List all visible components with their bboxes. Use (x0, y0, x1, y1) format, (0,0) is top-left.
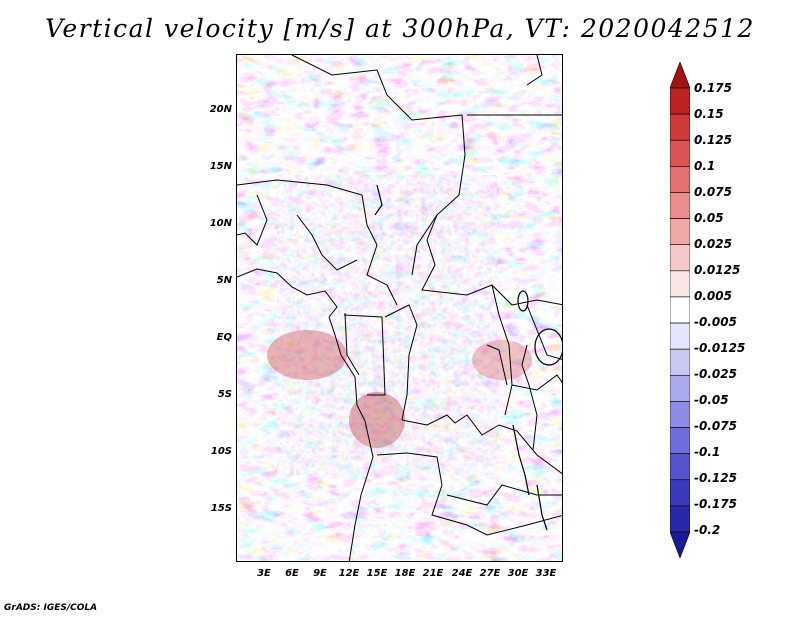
colorbar-segment (670, 374, 690, 402)
colorbar-labels: 0.175 0.15 0.125 0.1 0.075 0.05 0.025 0.… (694, 0, 794, 618)
lon-label: 33E (535, 568, 557, 579)
lon-label: 12E (338, 568, 360, 579)
colorbar-segment (670, 62, 690, 89)
colorbar-segments (670, 62, 690, 558)
lat-label: 10N (209, 218, 232, 229)
vertical-velocity-field (237, 55, 562, 561)
colorbar-label: 0.15 (694, 107, 724, 121)
map-plot-area (236, 54, 563, 562)
colorbar-label: -0.175 (694, 497, 737, 511)
colorbar-segment (670, 270, 690, 298)
colorbar-label: 0.1 (694, 159, 716, 173)
colorbar-label: 0.0125 (694, 263, 741, 277)
lat-label: 10S (210, 446, 232, 457)
colorbar-segment (670, 87, 690, 115)
colorbar-label: -0.005 (694, 315, 737, 329)
colorbar-segment (670, 479, 690, 507)
lat-label: 5N (216, 275, 232, 286)
colorbar-segment (670, 427, 690, 454)
lon-label: 3E (257, 568, 271, 579)
lat-label: EQ (216, 332, 232, 343)
lon-label: 27E (479, 568, 501, 579)
colorbar-segment (670, 322, 690, 350)
ascent-area (349, 392, 405, 448)
colorbar-label: -0.025 (694, 367, 737, 381)
colorbar-label: -0.0125 (694, 341, 746, 355)
colorbar-segment (670, 192, 690, 219)
latitude-axis: 20N 15N 10N 5N EQ 5S 10S 15S (186, 0, 232, 618)
colorbar-label: 0.05 (694, 211, 724, 225)
colorbar-label: 0.175 (694, 81, 732, 95)
lon-label: 24E (451, 568, 473, 579)
colorbar (670, 62, 690, 558)
lake-outlines (374, 184, 562, 531)
colorbar-segment (670, 244, 690, 272)
colorbar-segment (670, 531, 690, 558)
colorbar-segment (670, 166, 690, 193)
colorbar-label: 0.125 (694, 133, 732, 147)
colorbar-segment (670, 139, 690, 167)
convective-shading (277, 175, 497, 475)
lon-label: 18E (394, 568, 416, 579)
colorbar-label: 0.005 (694, 289, 732, 303)
lon-label: 21E (422, 568, 444, 579)
colorbar-label: -0.125 (694, 471, 737, 485)
lon-label: 6E (285, 568, 299, 579)
software-credit: GrADS: IGES/COLA (4, 603, 98, 613)
colorbar-segment (670, 218, 690, 246)
lat-label: 15S (210, 503, 232, 514)
colorbar-segment (670, 453, 690, 481)
colorbar-label: -0.05 (694, 393, 729, 407)
lat-label: 20N (209, 104, 232, 115)
colorbar-segment (670, 505, 690, 533)
colorbar-label: 0.075 (694, 185, 732, 199)
ascent-area (472, 340, 532, 380)
colorbar-label: -0.075 (694, 419, 737, 433)
lat-label: 5S (217, 389, 232, 400)
colorbar-label: -0.2 (694, 523, 721, 537)
chart-title: Vertical velocity [m/s] at 300hPa, VT: 2… (45, 14, 755, 43)
ascent-area (267, 330, 347, 380)
colorbar-segment (670, 348, 690, 376)
lat-label: 15N (209, 161, 232, 172)
lon-label: 30E (507, 568, 529, 579)
colorbar-label: -0.1 (694, 445, 721, 459)
colorbar-segment (670, 113, 690, 141)
lon-label: 9E (313, 568, 327, 579)
country-borders (237, 55, 562, 561)
colorbar-label: 0.025 (694, 237, 732, 251)
colorbar-segment (670, 296, 690, 324)
colorbar-segment (670, 401, 690, 428)
lon-label: 15E (366, 568, 388, 579)
longitude-axis: 3E 6E 9E 12E 15E 18E 21E 24E 27E 30E 33E (0, 568, 800, 582)
